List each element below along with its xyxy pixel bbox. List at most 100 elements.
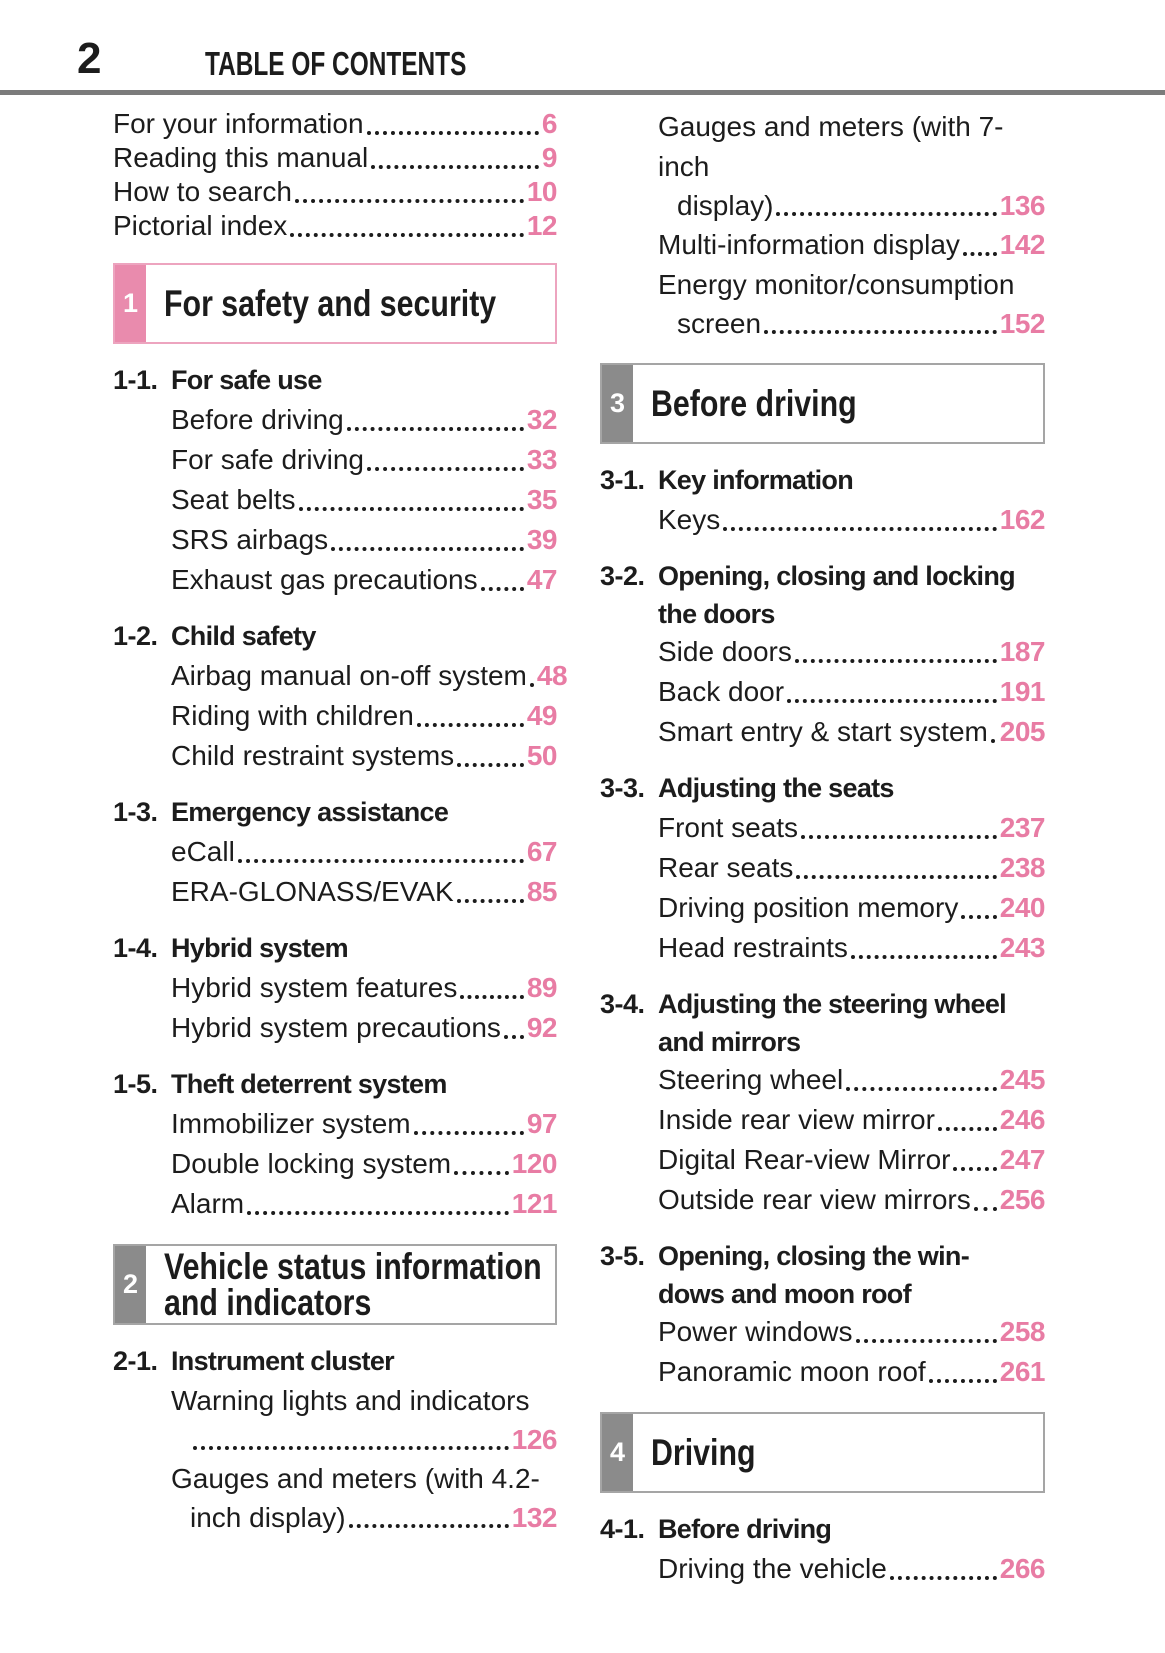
dot-leader [794,659,997,663]
page-number: 240 [999,892,1046,923]
dot-leader [366,131,539,135]
chapter-number-tab: 4 [602,1414,633,1491]
toc-entry-line: display) 136 [677,187,1046,225]
dot-leader [416,723,524,727]
page-number: 246 [999,1104,1046,1135]
dot-leader [247,1211,509,1215]
toc-entry-line: Smart entry & start system 205 [658,712,1046,752]
toc-column-left: For your information 6 Reading this manual… [113,107,568,1537]
section-heading-line: Child safety [171,621,316,651]
section-heading-title: Theft deterrent system [171,1064,447,1104]
dot-leader [937,1127,997,1131]
section-heading-title: For safe use [171,360,322,400]
page-number: 187 [999,636,1046,667]
dot-leader [928,1379,997,1383]
page-number: 89 [526,972,558,1003]
section-heading-line: Key information [658,465,854,495]
page-number: 245 [999,1064,1046,1095]
toc-section-heading: 3-1. Key information [600,460,1045,500]
toc-entry: Before driving 32 [171,400,558,440]
chapter-title-line: and indicators [164,1281,372,1323]
toc-entry-title: Keys [658,504,721,535]
page-number: 32 [526,404,558,435]
toc-entry-line: Alarm 121 [171,1184,558,1224]
toc-entry-line: Hybrid system precautions 92 [171,1008,558,1048]
toc-entry-line: Driving the vehicle 266 [658,1549,1046,1589]
page-number: 205 [999,716,1046,747]
dot-leader [454,1171,509,1175]
page-number: 6 [541,108,558,139]
toc-entry-title: SRS airbags [171,524,329,555]
toc-entry: Exhaust gas precautions 47 [171,560,558,600]
section-heading-line: Adjusting the steering wheel [658,989,1007,1019]
dot-leader [764,330,997,334]
toc-entry-title: Inside rear view mirror [658,1104,935,1135]
toc-entry: Head restraints 243 [658,928,1046,968]
dot-leader [855,1339,997,1343]
toc-entry: Outside rear view mirrors 256 [658,1180,1046,1220]
toc-entry-line: Hybrid system features 89 [171,968,558,1008]
section-heading-title: Adjusting the seats [658,768,894,808]
toc-entry-line: Double locking system 120 [171,1144,558,1184]
section-heading-line: Theft deterrent system [171,1069,447,1099]
toc-entry: Hybrid system precautions 92 [171,1008,558,1048]
toc-entry-line: Inside rear view mirror 246 [658,1100,1046,1140]
toc-entry-line: Driving position memory 240 [658,888,1046,928]
dot-leader [846,1087,997,1091]
toc-entry: Airbag manual on-off system 48 [171,656,568,696]
section-heading-title: Child safety [171,616,316,656]
toc-entry-title: Reading this manual [113,142,369,173]
toc-entry-line: For safe driving 33 [171,440,558,480]
toc-entry: Riding with children 49 [171,696,558,736]
dot-leader [973,1207,997,1211]
page-title: TABLE OF CONTENTS [205,46,558,82]
toc-entry-line: Exhaust gas precautions 47 [171,560,558,600]
toc-entry: Keys 162 [658,500,1046,540]
toc-entry-title: Before driving [171,404,344,435]
page-number: 97 [526,1108,558,1139]
toc-entry-title: display) [677,190,774,221]
toc-section-heading: 3-5. Opening, closing the win-dows and mo… [600,1236,1045,1312]
section-heading-title: Opening, closing the win-dows and moon r… [658,1236,970,1312]
toc-section-heading: 1-5. Theft deterrent system [113,1064,557,1104]
section-number-label: 1-1. [113,365,158,395]
header-page-number: 2 [77,34,102,83]
toc-entry: SRS airbags 39 [171,520,558,560]
dot-leader [801,835,997,839]
page-number: 238 [999,852,1046,883]
page-number: 162 [999,504,1046,535]
toc-entry-title: Smart entry & start system [658,716,988,747]
toc-entry-title: Driving the vehicle [658,1553,887,1584]
page-number: 9 [541,142,558,173]
chapter-title-line: For safety and security [164,282,497,324]
chapter-title: Vehicle status information and indicators [146,1246,625,1323]
header-rule [0,90,1165,95]
toc-entry: Child restraint systems 50 [171,736,558,776]
toc-entry: Digital Rear-view Mirror 247 [658,1140,1046,1180]
page-number: 142 [999,229,1046,260]
toc-entry-line: Reading this manual 9 [113,141,558,175]
dot-leader [529,683,534,687]
toc-section-heading: 1-1. For safe use [113,360,557,400]
section-number-label: 1-2. [113,621,158,651]
toc-entry-line: Multi-information display 142 [658,225,1046,265]
page-number: 121 [511,1188,558,1219]
chapter-box: 4 Driving [600,1412,1045,1493]
toc-entry: Rear seats 238 [658,848,1046,888]
dot-leader [961,915,997,919]
toc-entry: Smart entry & start system 205 [658,712,1046,752]
toc-entry-line: Before driving 32 [171,400,558,440]
section-heading-line: Hybrid system [171,933,349,963]
dot-leader [953,1167,997,1171]
page-title-text: TABLE OF CONTENTS [205,45,467,82]
toc-entry-title: Gauges and meters (with 7-inch [658,111,1004,182]
section-heading-line: Emergency assistance [171,797,449,827]
section-number-label: 1-4. [113,933,158,963]
dot-leader [456,899,524,903]
toc-entry-title: Hybrid system precautions [171,1012,501,1043]
dot-leader [331,547,524,551]
chapter-title: Before driving [633,365,1043,442]
dot-leader [413,1131,524,1135]
section-heading-line: Opening, closing and locking [658,561,1016,591]
page-number: 10 [526,176,558,207]
